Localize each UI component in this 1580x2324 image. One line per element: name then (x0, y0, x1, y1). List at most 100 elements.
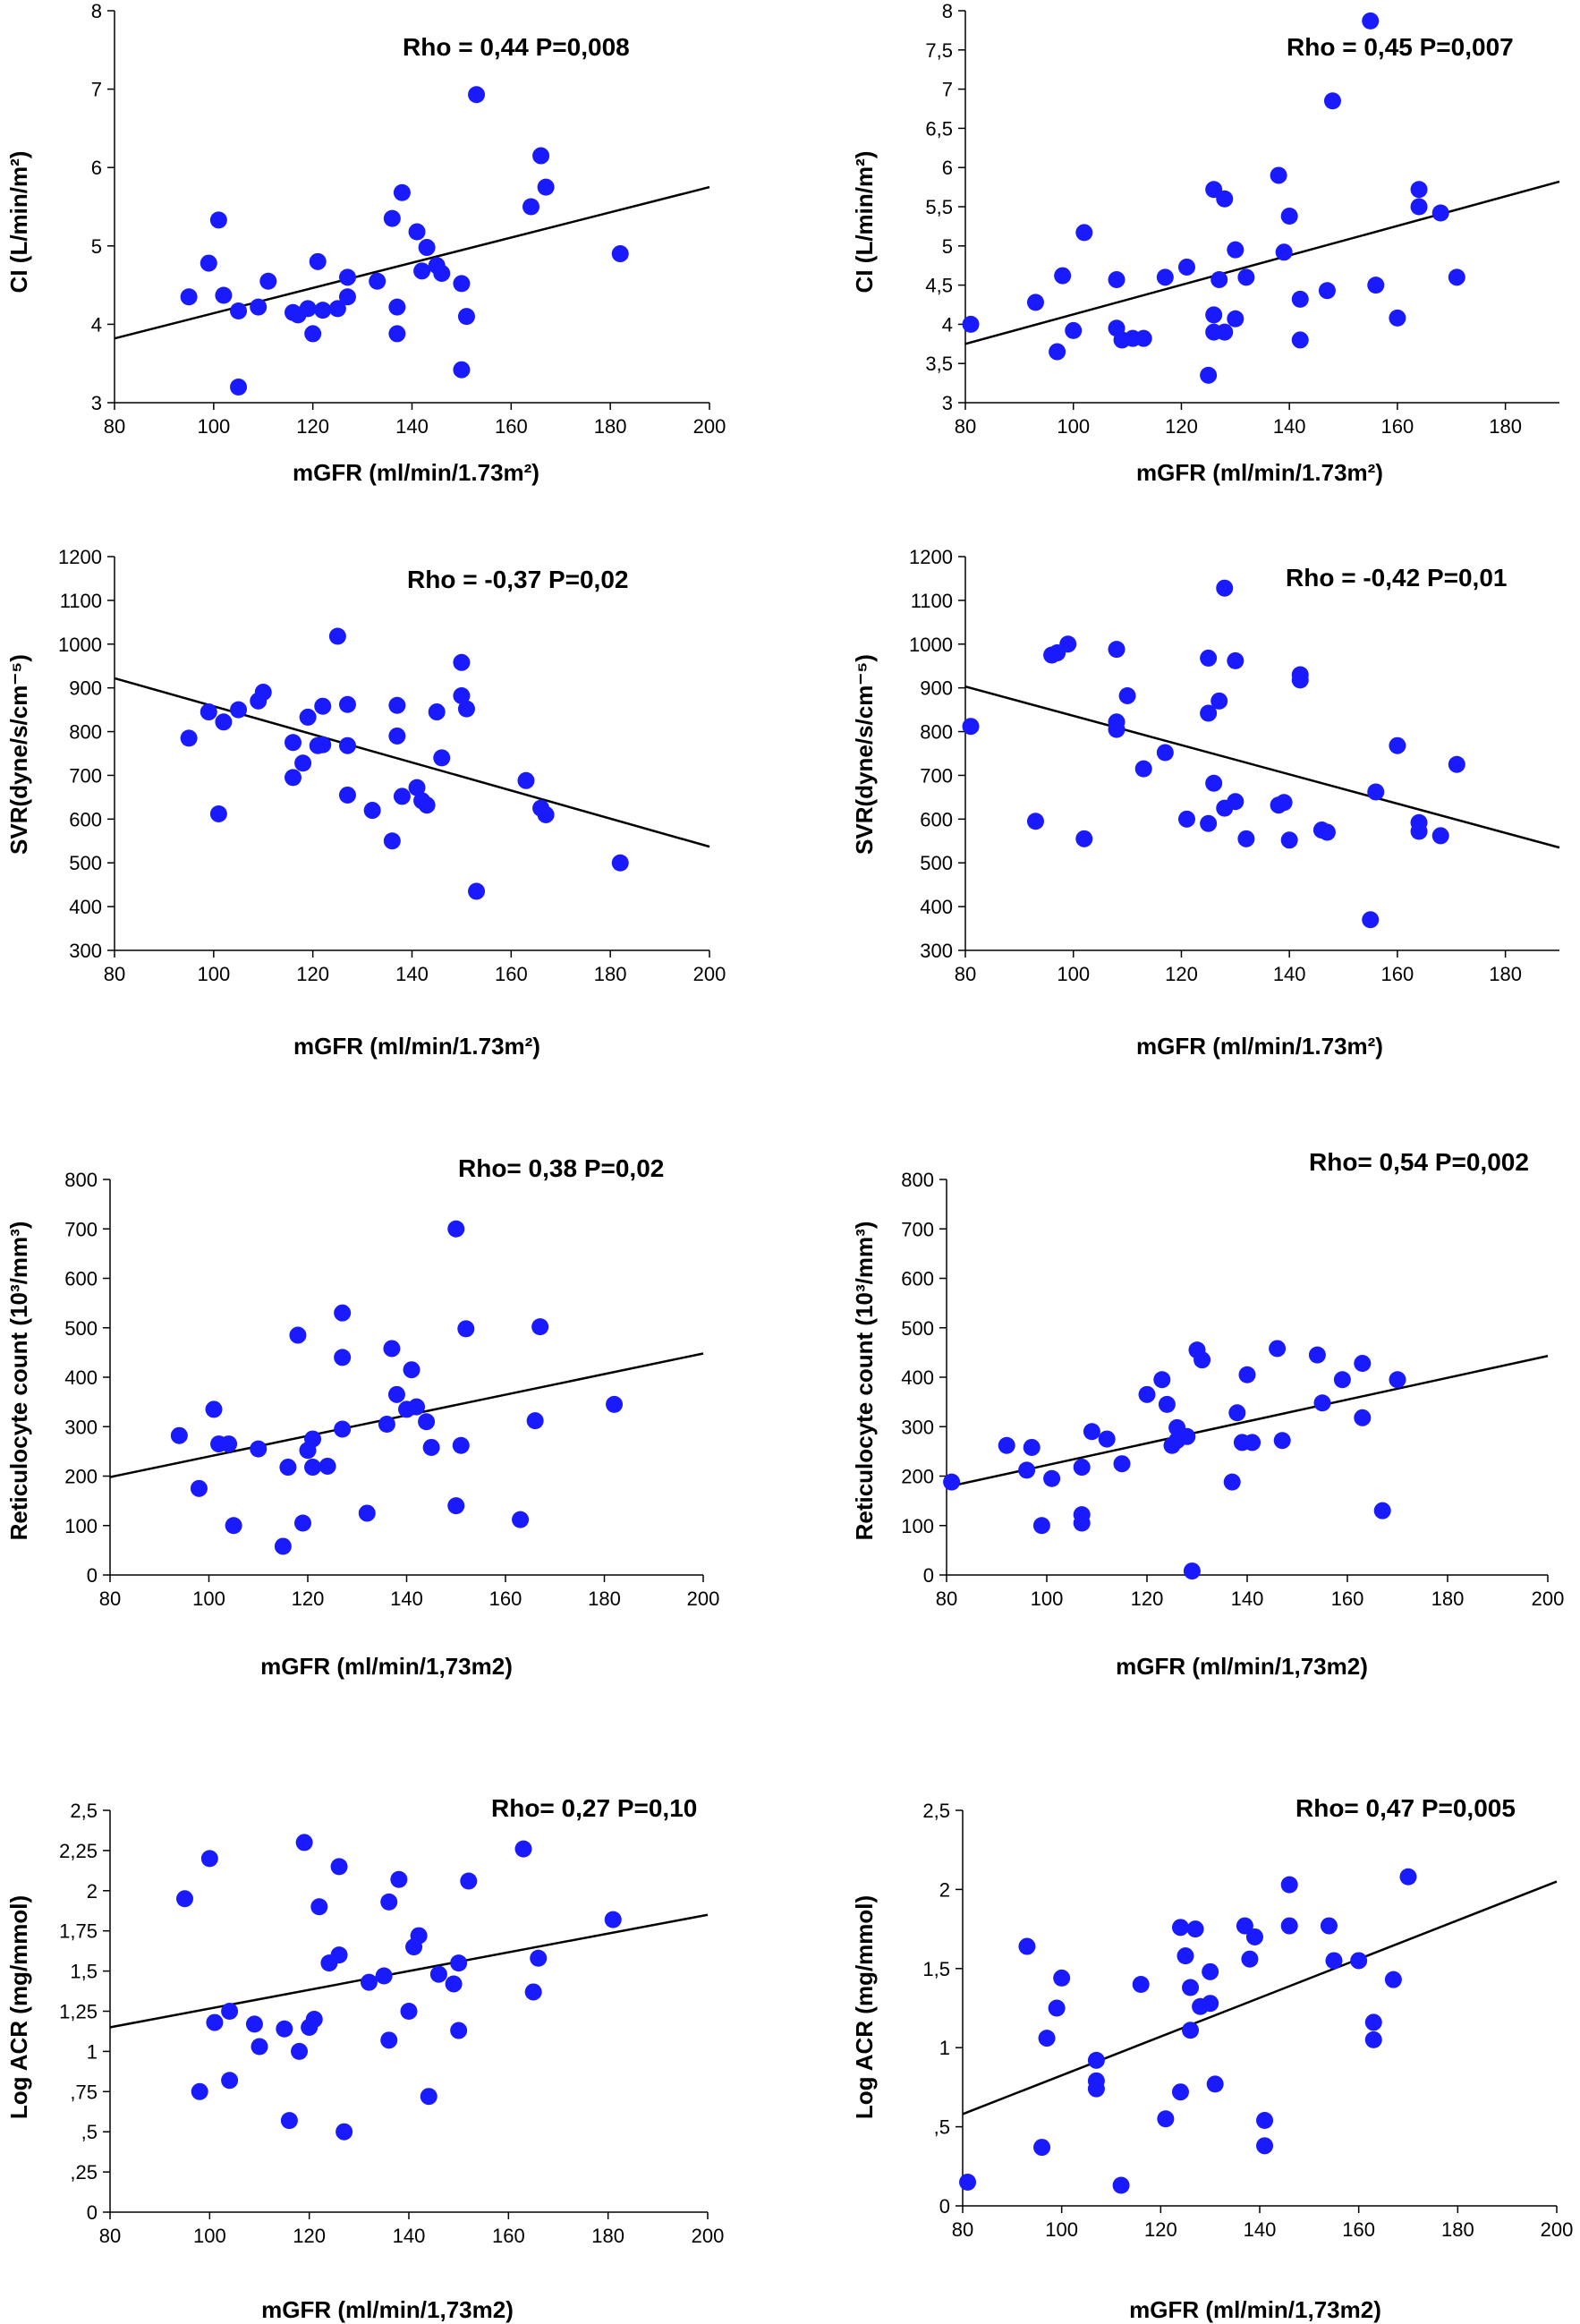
data-point (433, 749, 451, 767)
y-tick-label: 500 (920, 852, 953, 874)
y-tick-label: 700 (69, 764, 102, 787)
data-point (433, 264, 451, 282)
data-point (1049, 343, 1066, 361)
data-point (408, 223, 426, 241)
data-point (1389, 736, 1406, 754)
panel-ci-right: Rho = 0,45 P=0,007 mGFR (ml/min/1.73m²) … (851, 33, 1514, 486)
y-tick-label: 100 (64, 1515, 98, 1537)
data-point (1354, 1409, 1372, 1426)
data-point (537, 178, 555, 196)
data-point (230, 302, 248, 320)
x-tick-label: 80 (936, 1588, 957, 1610)
x-tick-label: 100 (1045, 2218, 1078, 2241)
data-point (1018, 1461, 1036, 1479)
stat-annotation: Rho = 0,44 P=0,008 (403, 33, 630, 61)
data-point (1245, 1928, 1263, 1945)
data-point (1333, 1371, 1351, 1389)
data-point (531, 1318, 549, 1336)
y-tick-label: 300 (64, 1416, 98, 1438)
data-point (1108, 713, 1126, 731)
x-tick-label: 200 (1541, 2218, 1574, 2241)
x-tick-label: 200 (693, 415, 726, 438)
y-tick-label: 2 (87, 1880, 98, 1903)
data-point (380, 1893, 398, 1911)
stat-annotation: Rho = 0,45 P=0,007 (1287, 33, 1514, 61)
data-point (338, 288, 356, 306)
x-tick-label: 160 (489, 1588, 522, 1610)
y-tick-label: 2,5 (922, 1800, 950, 1822)
data-point (604, 1911, 622, 1928)
data-point (1108, 641, 1126, 659)
data-point (1237, 830, 1255, 847)
y-axis-label: SVR(dyne/s/cm⁻⁵) (851, 654, 878, 855)
data-point (1373, 1502, 1391, 1520)
data-point (1200, 649, 1218, 667)
data-point (1364, 2030, 1382, 2048)
data-point (1364, 2013, 1382, 2031)
data-point (1275, 794, 1293, 812)
plot-retic-right: 0 100 200 300 400 500 600 700 800 80 100 120 140 160 1… (901, 1169, 1564, 1610)
data-point (1053, 1969, 1071, 1987)
data-point (410, 1927, 428, 1945)
y-tick-label: 5,5 (925, 196, 953, 218)
data-point (1269, 1340, 1287, 1358)
data-point (532, 147, 550, 165)
data-point (1182, 1979, 1200, 1996)
y-tick-label: 1,5 (70, 1961, 98, 1983)
data-point (338, 268, 356, 286)
stat-annotation: Rho= 0,27 P=0,10 (491, 1794, 697, 1822)
data-point (1256, 2112, 1274, 2130)
data-point (1073, 1514, 1091, 1532)
y-tick-label: 800 (69, 721, 102, 744)
data-point (176, 1890, 193, 1908)
data-point (1183, 1562, 1201, 1580)
y-axis-label: SVR(dyne/s/cm⁻⁵) (5, 654, 32, 855)
x-tick-label: 140 (395, 963, 429, 985)
y-tick-label: 8 (91, 0, 102, 22)
data-point (254, 684, 272, 702)
data-point (418, 1413, 436, 1431)
data-point (1237, 268, 1255, 286)
x-axis-label: mGFR (ml/min/1,73m2) (1116, 1653, 1368, 1680)
data-point (453, 275, 471, 293)
y-tick-label: ,5 (81, 2121, 98, 2143)
data-point (1048, 1999, 1066, 2017)
data-point (522, 198, 539, 216)
x-tick-label: 120 (1165, 963, 1198, 985)
x-tick-label: 180 (594, 963, 627, 985)
regression-line (946, 1355, 1549, 1488)
data-point (221, 2072, 239, 2090)
x-axis-label: mGFR (ml/min/1.73m²) (293, 459, 539, 486)
data-point (420, 2088, 437, 2106)
data-point (1112, 2176, 1130, 2194)
y-tick-label: 7 (942, 79, 953, 101)
data-point (1223, 1473, 1241, 1491)
data-point (250, 298, 268, 316)
data-point (1065, 321, 1083, 339)
y-tick-label: 1100 (911, 590, 953, 612)
data-point (1384, 1971, 1402, 1988)
data-point (450, 1954, 468, 1972)
data-point (1389, 1371, 1406, 1389)
data-point (1313, 1394, 1331, 1412)
data-point (180, 729, 198, 747)
data-point (285, 734, 302, 752)
y-tick-label: 7 (91, 79, 102, 101)
data-point (1026, 294, 1044, 311)
data-point (1134, 760, 1152, 778)
data-point (1138, 1385, 1156, 1403)
data-point (230, 378, 248, 396)
data-point (1325, 1952, 1343, 1970)
x-axis-label: mGFR (ml/min/1,73m2) (1129, 2296, 1381, 2323)
panel-svr-left: Rho = -0,37 P=0,02 mGFR (ml/min/1.73m²) … (5, 566, 628, 1060)
x-tick-label: 80 (952, 2218, 973, 2241)
data-point (1200, 814, 1218, 832)
panel-acr-right: Rho= 0,47 P=0,005 mGFR (ml/min/1,73m2) L… (851, 1794, 1516, 2323)
plot-ci-right: 3 3,5 4 4,5 5 5,5 6 6,5 7 7,5 8 80 100 120 140 160 180 (925, 0, 1560, 438)
data-point (1227, 241, 1244, 259)
data-point (1308, 1346, 1326, 1364)
y-tick-label: 600 (64, 1268, 98, 1290)
data-point (1210, 270, 1228, 288)
data-point (1236, 1917, 1253, 1935)
